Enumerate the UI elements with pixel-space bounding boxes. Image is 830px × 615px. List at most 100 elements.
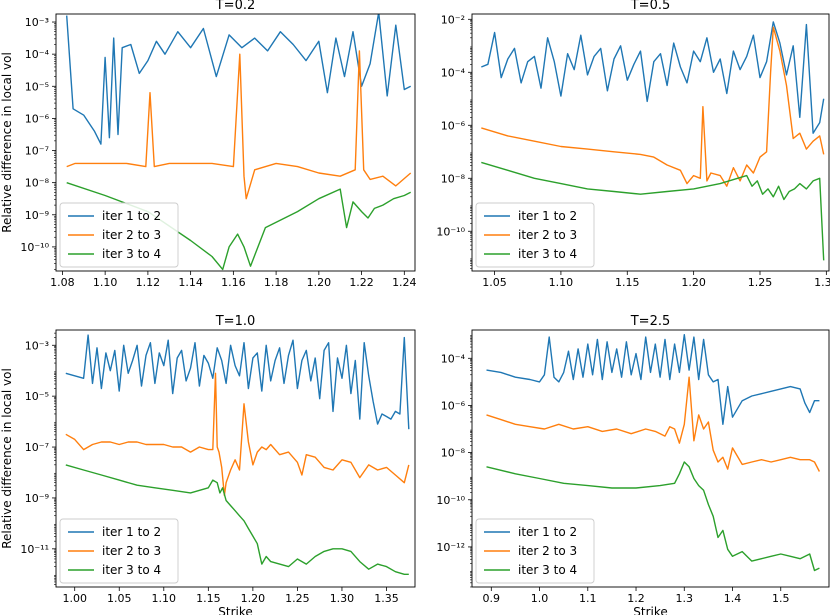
legend-label-3: iter 3 to 4: [102, 563, 161, 577]
y-tick-label: 10⁻⁴: [441, 352, 466, 365]
x-tick-label: 1.25: [748, 276, 773, 289]
x-tick-label: 1.24: [392, 276, 417, 289]
legend-label-3: iter 3 to 4: [518, 563, 577, 577]
y-tick-label: 10⁻⁸: [25, 177, 50, 190]
x-tick-label: 1.05: [482, 276, 507, 289]
series-line-2: [481, 26, 825, 187]
y-tick-label: 10⁻³: [25, 339, 49, 352]
legend: iter 1 to 2 iter 2 to 3 iter 3 to 4: [475, 202, 595, 268]
legend-label-1: iter 1 to 2: [518, 209, 577, 223]
x-axis-label: Strike: [218, 605, 253, 615]
x-tick-label: 1.14: [178, 276, 203, 289]
subplot-title: T=1.0: [215, 314, 256, 329]
x-tick-label: 1.10: [93, 276, 118, 289]
series-line-2: [65, 372, 410, 497]
x-tick-label: 1.3: [676, 592, 694, 605]
series-line-1: [486, 334, 820, 425]
legend-label-3: iter 3 to 4: [518, 247, 577, 261]
axes-frame: [471, 329, 830, 588]
y-tick-label: 10⁻¹²: [436, 541, 465, 554]
series-line-2: [486, 376, 821, 472]
series-line-2: [66, 50, 412, 200]
x-tick-label: 1.00: [62, 592, 87, 605]
y-tick-label: 10⁻⁹: [25, 492, 49, 505]
legend-label-2: iter 2 to 3: [518, 228, 577, 242]
legend-label-2: iter 2 to 3: [102, 544, 161, 558]
x-tick-label: 1.15: [196, 592, 221, 605]
x-tick-label: 1.30: [330, 592, 355, 605]
series-line-3: [486, 461, 820, 572]
y-tick-label: 10⁻⁶: [25, 112, 50, 125]
x-tick-label: 1.18: [264, 276, 289, 289]
x-tick-label: 1.20: [681, 276, 706, 289]
x-tick-label: 1.10: [549, 276, 574, 289]
y-tick-label: 10⁻¹⁰: [20, 241, 49, 254]
legend-label-1: iter 1 to 2: [102, 209, 161, 223]
subplot-title: T=2.5: [630, 314, 671, 329]
y-tick-label: 10⁻⁹: [25, 209, 49, 222]
y-tick-label: 10⁻⁷: [25, 441, 49, 454]
axes-frame: [55, 13, 416, 272]
series-line-3: [66, 182, 412, 271]
y-tick-label: 10⁻¹¹: [20, 543, 49, 556]
subplot-3: 1.00 1.05 1.10 1.15 1.20 1.25 1.30 1.35 10⁻³ 10⁻⁵…: [0, 314, 416, 615]
x-tick-label: 1.15: [615, 276, 640, 289]
x-tick-label: 1.2: [627, 592, 645, 605]
legend-box: [475, 202, 595, 268]
legend: iter 1 to 2 iter 2 to 3 iter 3 to 4: [59, 202, 179, 268]
y-tick-label: 10⁻¹⁰: [436, 494, 465, 507]
x-tick-label: 1.20: [241, 592, 266, 605]
subplot-title: T=0.2: [215, 0, 256, 13]
legend-box: [59, 202, 179, 268]
legend: iter 1 to 2 iter 2 to 3 iter 3 to 4: [59, 518, 179, 584]
x-tick-label: 1.4: [724, 592, 742, 605]
x-tick-label: 1.20: [307, 276, 332, 289]
x-tick-label: 0.9: [483, 592, 501, 605]
y-tick-label: 10⁻³: [25, 16, 49, 29]
series-line-1: [481, 21, 825, 134]
subplot-2: 1.05 1.10 1.15 1.20 1.25 1.30 10⁻² 10⁻⁴ 10⁻⁶ 10⁻⁸…: [436, 0, 830, 289]
x-tick-label: 1.30: [814, 276, 830, 289]
series-line-3: [65, 464, 409, 575]
y-axis-label: Relative difference in local vol: [0, 368, 14, 549]
series-line-1: [65, 334, 410, 430]
x-tick-label: 1.25: [285, 592, 310, 605]
subplot-title: T=0.5: [630, 0, 671, 13]
legend-label-1: iter 1 to 2: [102, 525, 161, 539]
x-tick-label: 1.10: [152, 592, 177, 605]
x-tick-label: 1.22: [349, 276, 374, 289]
y-tick-label: 10⁻⁵: [25, 390, 49, 403]
x-tick-label: 1.35: [374, 592, 399, 605]
x-tick-label: 1.16: [221, 276, 246, 289]
x-tick-label: 1.12: [136, 276, 161, 289]
x-tick-label: 1.1: [579, 592, 597, 605]
subplot-1: 1.08 1.10 1.12 1.14 1.16 1.18 1.20 1.22 1.24 10⁻³…: [0, 0, 417, 289]
legend-label-1: iter 1 to 2: [518, 525, 577, 539]
series-line-3: [481, 161, 825, 261]
y-tick-label: 10⁻⁴: [25, 48, 50, 61]
x-axis-label: Strike: [633, 605, 668, 615]
y-tick-label: 10⁻⁷: [25, 145, 49, 158]
y-tick-label: 10⁻⁵: [25, 80, 49, 93]
y-tick-label: 10⁻⁶: [441, 399, 466, 412]
legend-box: [475, 518, 595, 584]
legend-box: [59, 518, 179, 584]
x-tick-label: 1.05: [107, 592, 132, 605]
y-axis-label: Relative difference in local vol: [0, 52, 14, 233]
x-tick-label: 1.08: [50, 276, 75, 289]
y-tick-label: 10⁻²: [441, 13, 465, 26]
axes-frame: [471, 13, 830, 272]
subplot-4: 0.9 1.0 1.1 1.2 1.3 1.4 1.5 10⁻⁴ 10⁻⁶ 10⁻⁸ 10⁻¹⁰ 10…: [436, 314, 830, 615]
legend-label-2: iter 2 to 3: [102, 228, 161, 242]
x-tick-label: 1.0: [531, 592, 549, 605]
y-tick-label: 10⁻⁶: [441, 119, 466, 132]
y-tick-label: 10⁻¹⁰: [436, 225, 465, 238]
y-tick-label: 10⁻⁸: [441, 447, 466, 460]
x-tick-label: 1.5: [772, 592, 790, 605]
y-tick-label: 10⁻⁴: [441, 66, 466, 79]
legend: iter 1 to 2 iter 2 to 3 iter 3 to 4: [475, 518, 595, 584]
y-tick-label: 10⁻⁸: [441, 172, 466, 185]
legend-label-3: iter 3 to 4: [102, 247, 161, 261]
axes-frame: [55, 329, 416, 588]
